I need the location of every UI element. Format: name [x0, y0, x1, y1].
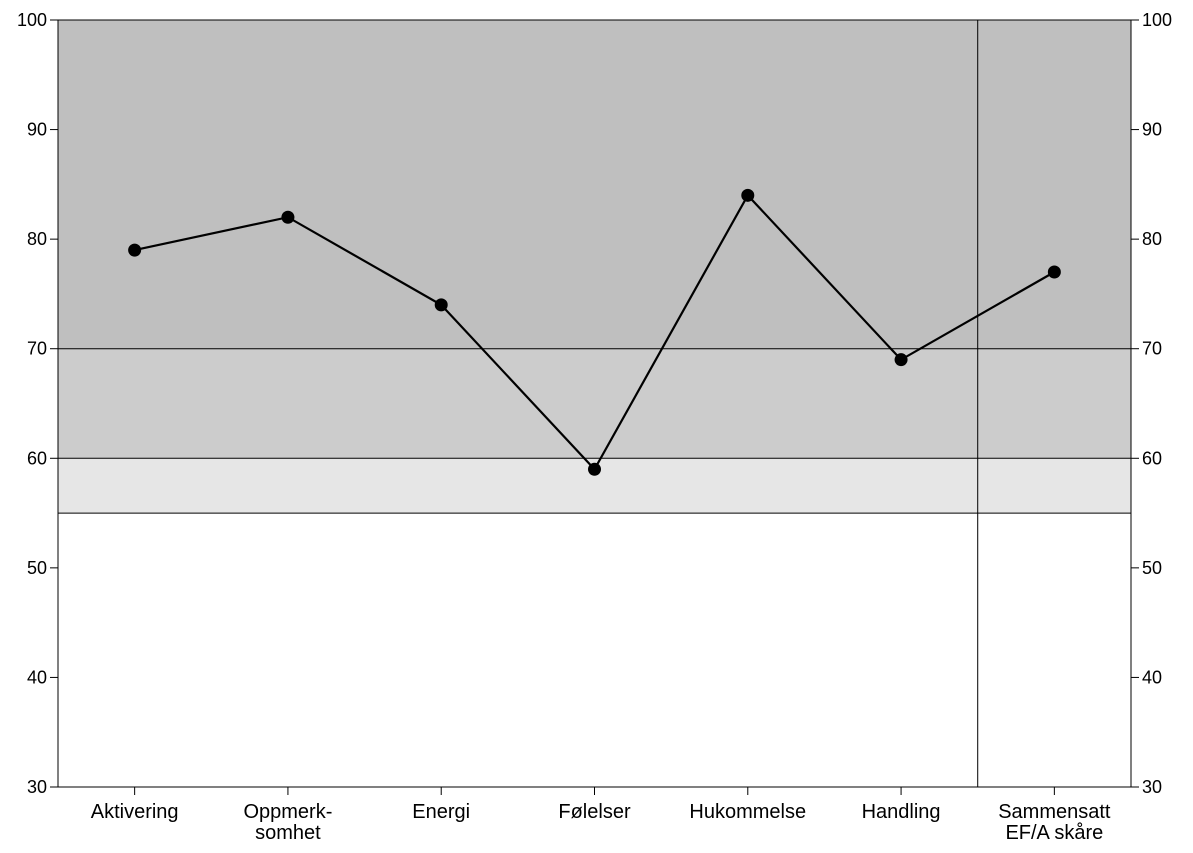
series-markers	[128, 188, 1061, 476]
x-tick-label: Hukommelse	[689, 801, 806, 823]
data-point	[434, 298, 448, 312]
y-tick-label-right: 60	[1142, 448, 1162, 468]
y-tick-label-right: 50	[1142, 558, 1162, 578]
y-tick-label-left: 40	[27, 667, 47, 687]
y-tick-label-left: 50	[27, 558, 47, 578]
y-tick-label-right: 40	[1142, 667, 1162, 687]
y-tick-label-right: 90	[1142, 120, 1162, 140]
data-point	[588, 462, 601, 476]
y-tick-label-right: 100	[1142, 10, 1172, 30]
x-axis-ticks: Aktivering Oppmerk-somhet Energi Følelser Hu…	[91, 787, 1111, 844]
y-tick-label-left: 70	[27, 339, 47, 359]
x-tick-label: Energi	[412, 801, 470, 823]
y-tick-label-right: 80	[1142, 229, 1162, 249]
y-tick-label-left: 60	[27, 448, 47, 468]
y-tick-label-left: 100	[17, 10, 47, 30]
x-tick-label: Handling	[862, 801, 941, 823]
data-point	[1047, 265, 1061, 279]
x-tick-label: Oppmerk-somhet	[243, 801, 332, 844]
data-point	[894, 353, 908, 367]
data-point	[128, 243, 142, 257]
y-tick-label-left: 90	[27, 120, 47, 140]
data-point	[281, 210, 295, 224]
band-1	[58, 348, 1131, 459]
reference-lines	[58, 348, 1131, 514]
y-tick-label-right: 70	[1142, 339, 1162, 359]
y-tick-label-left: 80	[27, 229, 47, 249]
x-tick-label: Følelser	[558, 801, 631, 823]
score-bands	[58, 20, 1131, 514]
x-tick-label: Aktivering	[91, 801, 179, 823]
band-0	[58, 20, 1131, 349]
x-tick-label: Sammensatt EF/A skåre	[998, 801, 1111, 844]
data-point	[741, 188, 755, 202]
y-axis-ticks: 30 30 40 40 50 50 60 60 70 70 80 80 90 90 100 100	[17, 10, 1172, 797]
y-tick-label-right: 30	[1142, 777, 1162, 797]
y-tick-label-left: 30	[27, 777, 47, 797]
